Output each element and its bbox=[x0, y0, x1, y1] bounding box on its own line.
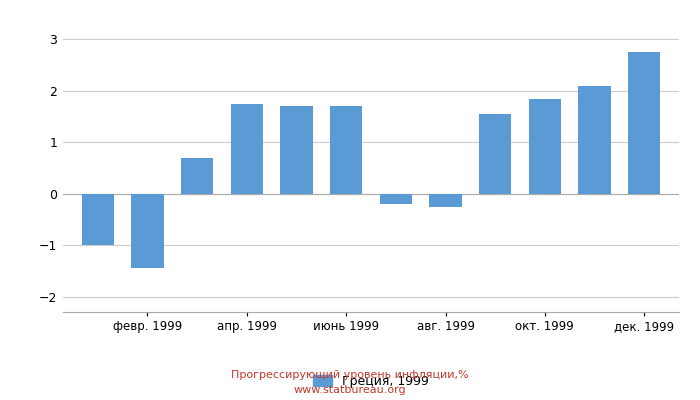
Legend: Греция, 1999: Греция, 1999 bbox=[308, 370, 434, 393]
Bar bbox=[231, 104, 263, 194]
Bar bbox=[528, 98, 561, 194]
Bar bbox=[181, 158, 214, 194]
Bar bbox=[280, 106, 313, 194]
Bar bbox=[330, 106, 363, 194]
Text: www.statbureau.org: www.statbureau.org bbox=[294, 385, 406, 395]
Bar bbox=[628, 52, 660, 194]
Text: Прогрессирующий уровень инфляции,%: Прогрессирующий уровень инфляции,% bbox=[231, 370, 469, 380]
Bar bbox=[479, 114, 511, 194]
Bar bbox=[132, 194, 164, 268]
Bar bbox=[379, 194, 412, 204]
Bar bbox=[429, 194, 462, 206]
Bar bbox=[578, 86, 610, 194]
Bar bbox=[82, 194, 114, 245]
